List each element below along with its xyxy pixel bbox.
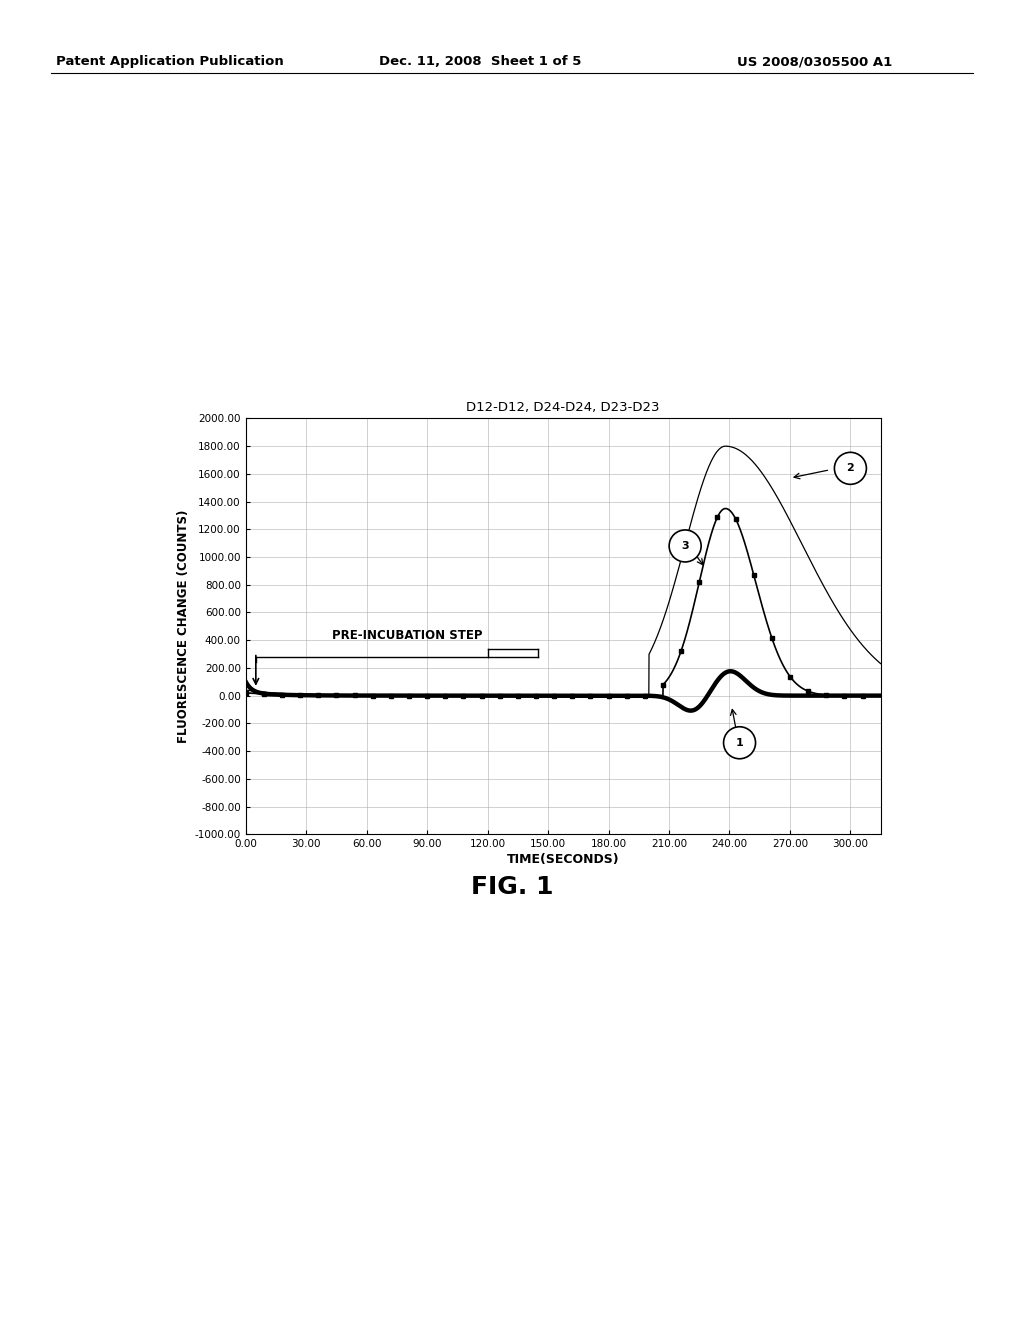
Text: PRE-INCUBATION STEP: PRE-INCUBATION STEP bbox=[332, 628, 482, 642]
Text: Dec. 11, 2008  Sheet 1 of 5: Dec. 11, 2008 Sheet 1 of 5 bbox=[379, 55, 582, 69]
Text: US 2008/0305500 A1: US 2008/0305500 A1 bbox=[737, 55, 893, 69]
Y-axis label: FLUORESCENCE CHANGE (COUNTS): FLUORESCENCE CHANGE (COUNTS) bbox=[177, 510, 190, 743]
Title: D12-D12, D24-D24, D23-D23: D12-D12, D24-D24, D23-D23 bbox=[467, 401, 659, 414]
Text: Patent Application Publication: Patent Application Publication bbox=[56, 55, 284, 69]
Text: FIG. 1: FIG. 1 bbox=[471, 875, 553, 899]
Text: 3: 3 bbox=[681, 541, 689, 550]
Text: 1: 1 bbox=[735, 738, 743, 747]
Ellipse shape bbox=[835, 453, 866, 484]
Text: 2: 2 bbox=[847, 463, 854, 474]
Ellipse shape bbox=[724, 727, 756, 759]
X-axis label: TIME(SECONDS): TIME(SECONDS) bbox=[507, 853, 620, 866]
Ellipse shape bbox=[669, 529, 701, 562]
